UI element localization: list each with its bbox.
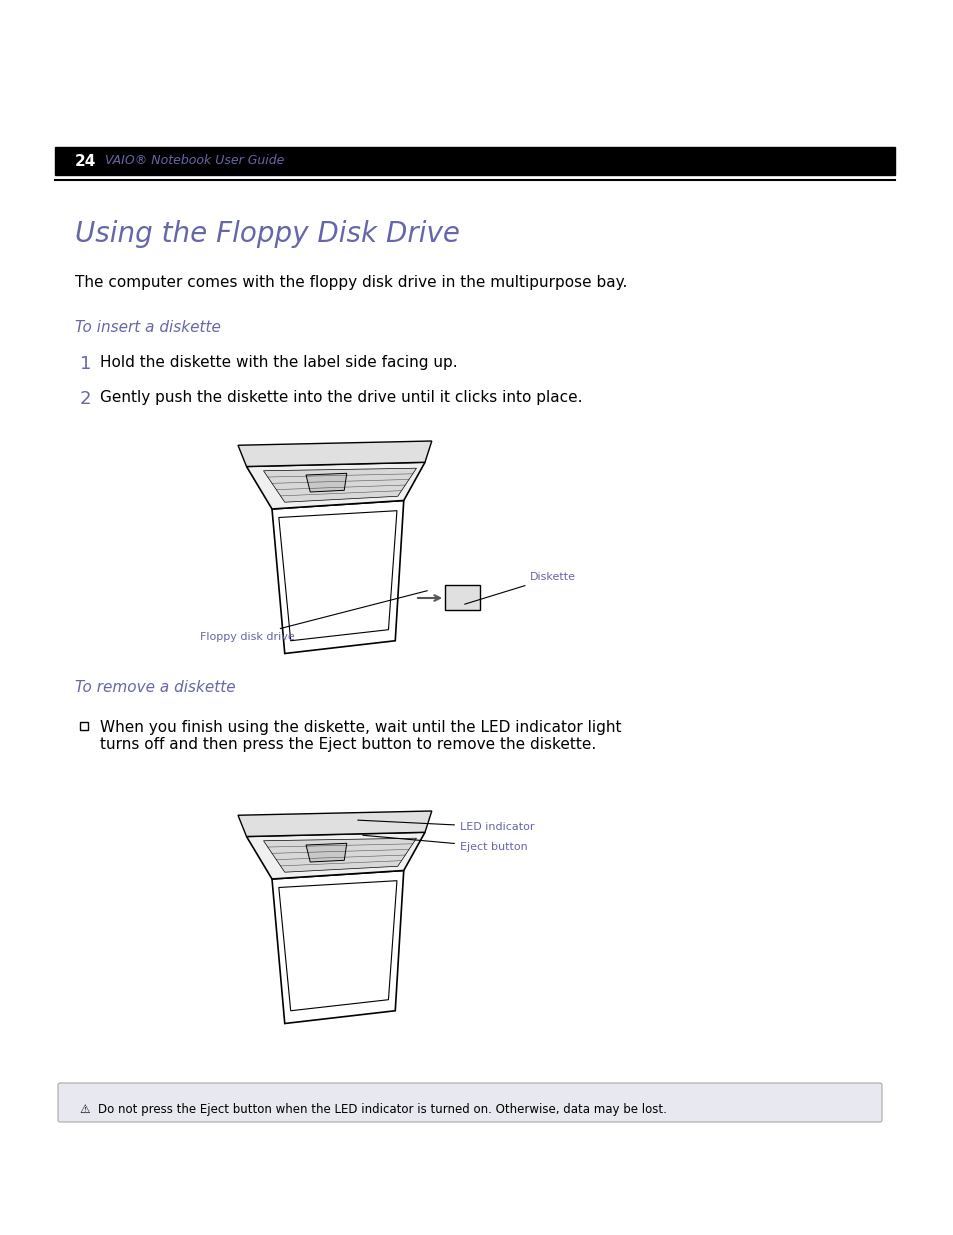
Text: ⚠  Do not press the Eject button when the LED indicator is turned on. Otherwise,: ⚠ Do not press the Eject button when the… — [80, 1103, 666, 1116]
Text: Diskette: Diskette — [464, 572, 576, 604]
Polygon shape — [237, 811, 432, 836]
Text: VAIO® Notebook User Guide: VAIO® Notebook User Guide — [105, 154, 284, 168]
Text: Eject button: Eject button — [362, 835, 527, 852]
Text: LED indicator: LED indicator — [357, 820, 534, 832]
Polygon shape — [263, 468, 416, 503]
Polygon shape — [306, 473, 347, 492]
Text: 2: 2 — [80, 390, 91, 408]
Text: The computer comes with the floppy disk drive in the multipurpose bay.: The computer comes with the floppy disk … — [75, 275, 627, 290]
Text: When you finish using the diskette, wait until the LED indicator light
turns off: When you finish using the diskette, wait… — [100, 720, 620, 752]
Text: To remove a diskette: To remove a diskette — [75, 680, 235, 695]
Text: Using the Floppy Disk Drive: Using the Floppy Disk Drive — [75, 220, 459, 248]
Polygon shape — [306, 844, 347, 862]
Text: Floppy disk drive: Floppy disk drive — [200, 590, 427, 642]
FancyBboxPatch shape — [58, 1083, 882, 1123]
Bar — [444, 585, 479, 610]
Text: To insert a diskette: To insert a diskette — [75, 320, 221, 335]
Text: 1: 1 — [80, 354, 91, 373]
Bar — [55, 147, 894, 175]
Text: Hold the diskette with the label side facing up.: Hold the diskette with the label side fa… — [100, 354, 457, 370]
Polygon shape — [263, 839, 416, 872]
Polygon shape — [278, 511, 396, 641]
Polygon shape — [246, 832, 424, 879]
Text: 24: 24 — [75, 153, 96, 168]
Polygon shape — [278, 881, 396, 1010]
Bar — [80, 722, 88, 730]
Polygon shape — [237, 441, 432, 467]
Polygon shape — [246, 462, 424, 509]
Text: Gently push the diskette into the drive until it clicks into place.: Gently push the diskette into the drive … — [100, 390, 582, 405]
